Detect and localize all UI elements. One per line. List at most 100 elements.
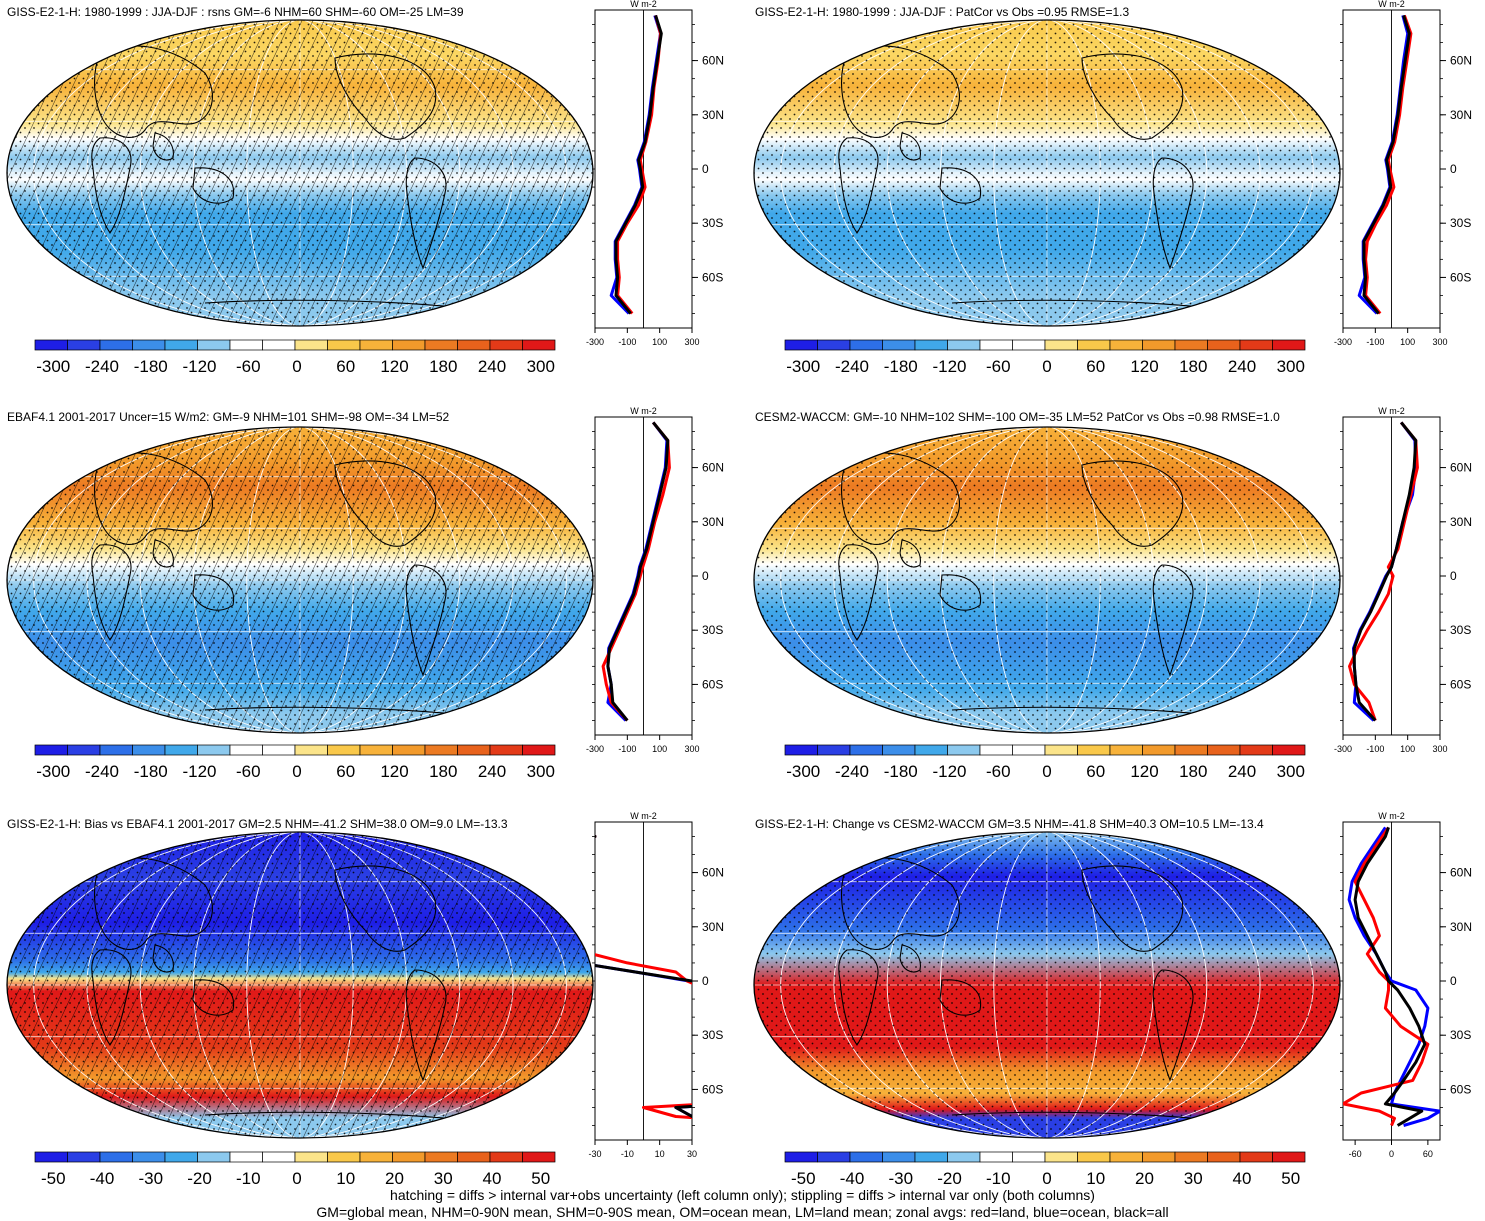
colorbar-segment [197, 744, 231, 756]
colorbar-segment [132, 1151, 166, 1163]
zonal-lat-tick: 30S [702, 216, 723, 230]
colorbar-label: -120 [932, 762, 966, 781]
colorbar-segment [392, 1151, 426, 1163]
colorbar-segment [1207, 1151, 1241, 1163]
colorbar-segment [327, 744, 361, 756]
panel-title: GISS-E2-1-H: 1980-1999 : JJA-DJF : PatCo… [755, 5, 1130, 19]
colorbar-segment [1174, 744, 1208, 756]
zonal-x-tick: -100 [1366, 337, 1384, 347]
zonal-mean-panel: W m-2 60N 30N 0 30S 60S -300 -100 100 300 [1334, 0, 1472, 347]
colorbar-segment [1012, 339, 1046, 351]
colorbar-segment [262, 1151, 296, 1163]
colorbar-segment [817, 1151, 851, 1163]
colorbar-label: 60 [1086, 357, 1105, 376]
colorbar-segment [197, 1151, 231, 1163]
colorbar-segment [784, 339, 818, 351]
colorbar-label: 120 [1130, 762, 1158, 781]
zonal-lat-tick: 30S [702, 623, 723, 637]
colorbar-segment [914, 339, 948, 351]
colorbar-label: 60 [336, 762, 355, 781]
colorbar-segment [947, 339, 981, 351]
zonal-all-line [1362, 14, 1411, 315]
colorbar-segment [882, 339, 916, 351]
colorbar: -50 -40 -30 -20 -10 0 10 20 30 40 50 [34, 1151, 556, 1188]
zonal-unit-label: W m-2 [630, 0, 657, 9]
colorbar-segment [882, 1151, 916, 1163]
panel-title: CESM2-WACCM: GM=-10 NHM=102 SHM=-100 OM=… [755, 410, 1280, 424]
zonal-all-line [1352, 421, 1418, 722]
colorbar-label: -300 [36, 762, 70, 781]
colorbar-segment [34, 1151, 68, 1163]
colorbar-segment [947, 744, 981, 756]
colorbar-segment [1142, 339, 1176, 351]
colorbar-segment [1142, 744, 1176, 756]
colorbar-segment [164, 339, 198, 351]
footer: hatching = diffs > internal var+obs unce… [0, 1187, 1485, 1221]
colorbar-segment [849, 339, 883, 351]
colorbar-segment [424, 339, 458, 351]
zonal-unit-label: W m-2 [1378, 0, 1405, 9]
colorbar-label: -240 [835, 762, 869, 781]
zonal-x-tick: 60 [1423, 1149, 1433, 1159]
colorbar-label: 60 [1086, 762, 1105, 781]
colorbar-label: 180 [429, 357, 457, 376]
colorbar-label: 0 [292, 762, 301, 781]
colorbar-segment [197, 339, 231, 351]
zonal-lat-tick: 30S [702, 1028, 723, 1042]
colorbar-label: -120 [182, 762, 216, 781]
colorbar: -300 -240 -180 -120 -60 0 60 120 180 240 300 [784, 744, 1306, 781]
zonal-x-tick: 300 [684, 744, 699, 754]
colorbar-segment [522, 744, 556, 756]
colorbar-segment [229, 744, 263, 756]
colorbar-label: -10 [236, 1169, 261, 1188]
zonal-lat-tick: 60N [1450, 461, 1472, 475]
zonal-land-line [601, 421, 671, 722]
colorbar-label: -60 [986, 762, 1011, 781]
zonal-lat-tick: 60S [702, 677, 723, 691]
zonal-lat-tick: 0 [1450, 162, 1457, 176]
panel-title: GISS-E2-1-H: Bias vs EBAF4.1 2001-2017 G… [7, 817, 508, 831]
colorbar-label: 40 [483, 1169, 502, 1188]
panel-title: EBAF4.1 2001-2017 Uncer=15 W/m2: GM=-9 N… [7, 410, 450, 424]
zonal-x-tick: -300 [1334, 337, 1352, 347]
colorbar-label: 60 [336, 357, 355, 376]
colorbar-segment [1012, 744, 1046, 756]
colorbar-segment [1174, 1151, 1208, 1163]
colorbar-segment [99, 744, 133, 756]
colorbar-segment [784, 744, 818, 756]
map-panel [753, 426, 1341, 734]
colorbar-label: -180 [884, 357, 918, 376]
zonal-lat-tick: 60S [1450, 1082, 1471, 1096]
colorbar-label: 180 [429, 762, 457, 781]
colorbar-segment [1109, 744, 1143, 756]
zonal-mean-panel: W m-2 60N 30N 0 30S 60S -300 -100 100 300 [1334, 406, 1472, 754]
zonal-lat-tick: 60S [1450, 677, 1471, 691]
zonal-lat-tick: 0 [702, 162, 709, 176]
zonal-unit-label: W m-2 [1378, 406, 1405, 416]
colorbar-segment [1174, 339, 1208, 351]
zonal-lat-tick: 30N [1450, 108, 1472, 122]
colorbar-segment [262, 744, 296, 756]
zonal-lat-tick: 30N [702, 920, 724, 934]
colorbar-label: 10 [336, 1169, 355, 1188]
colorbar-label: 0 [292, 1169, 301, 1188]
zonal-x-tick: -100 [1366, 744, 1384, 754]
zonal-x-tick: 100 [652, 337, 667, 347]
colorbar-label: 0 [1042, 762, 1051, 781]
colorbar-segment [784, 1151, 818, 1163]
colorbar-label: -60 [986, 357, 1011, 376]
colorbar-segment [979, 1151, 1013, 1163]
zonal-lat-tick: 60N [1450, 54, 1472, 68]
colorbar-label: 20 [385, 1169, 404, 1188]
colorbar-segment [392, 339, 426, 351]
colorbar-segment [164, 744, 198, 756]
colorbar-segment [1012, 1151, 1046, 1163]
colorbar-label: 300 [1277, 762, 1305, 781]
colorbar-segment [294, 1151, 328, 1163]
colorbar-segment [489, 744, 523, 756]
colorbar-segment [229, 339, 263, 351]
colorbar-segment [99, 1151, 133, 1163]
colorbar-segment [294, 339, 328, 351]
zonal-x-tick: -10 [621, 1149, 634, 1159]
